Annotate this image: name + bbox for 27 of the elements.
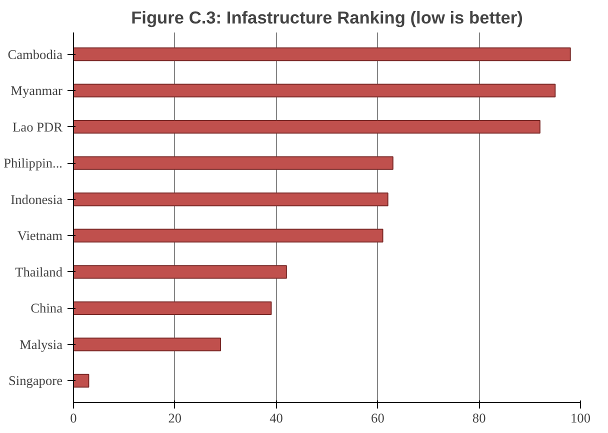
bar [74, 47, 571, 62]
y-tick-label: China [30, 300, 63, 316]
x-tick-label: 40 [270, 410, 284, 426]
bar [74, 301, 272, 316]
bar [74, 156, 394, 170]
y-tick-label: Indonesia [10, 192, 63, 207]
bar [74, 228, 384, 242]
y-tick-label: Lao PDR [12, 119, 63, 134]
x-tick-label: 60 [371, 410, 385, 426]
y-tick-label: Philippin... [4, 156, 63, 171]
x-tick-label: 0 [70, 410, 78, 426]
y-tick-label: Thailand [15, 264, 63, 280]
bar [74, 192, 388, 206]
bar [74, 374, 90, 388]
y-tick-label: Cambodia [8, 46, 63, 62]
bar [74, 120, 540, 134]
y-tick-label: Singapore [8, 373, 63, 388]
y-tick-label: Myanmar [10, 83, 64, 98]
y-tick-label: Malysia [20, 336, 63, 352]
chart-title: Figure C.3: Infastructure Ranking (low is better) [131, 8, 523, 28]
x-tick-label: 20 [168, 410, 182, 426]
y-tick-label: Vietnam [17, 228, 64, 244]
bar [74, 265, 287, 279]
x-tick-label: 80 [472, 410, 486, 426]
bar [74, 338, 222, 352]
x-tick-label: 100 [570, 410, 591, 426]
bar [74, 84, 556, 98]
